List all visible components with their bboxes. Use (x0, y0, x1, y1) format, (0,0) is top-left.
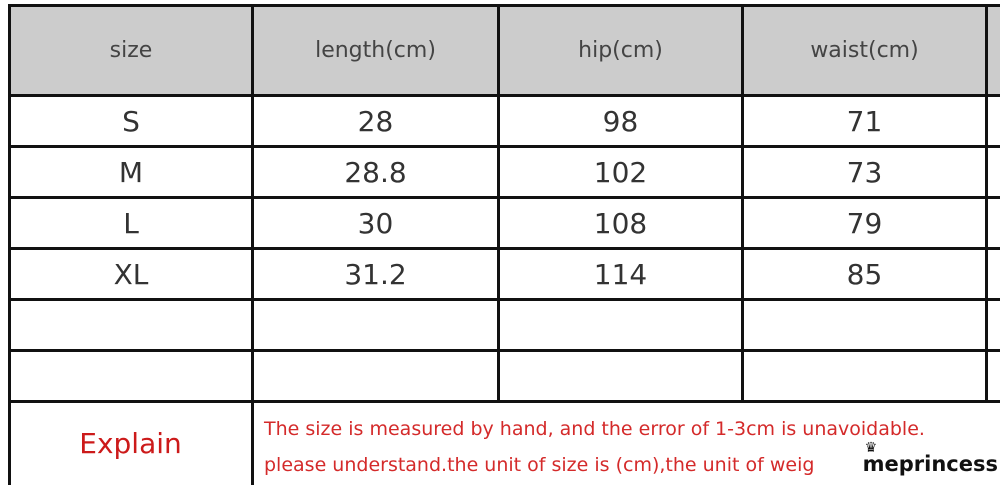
column-header: length(cm) (254, 7, 497, 94)
column-header-cut (988, 7, 1000, 94)
column-divider (251, 4, 254, 485)
table-cell: 85 (846, 257, 883, 291)
row-divider (8, 196, 1000, 199)
column-divider (741, 4, 744, 400)
table-cell: M (118, 155, 144, 189)
table-cell: 71 (846, 104, 883, 138)
table-cell: XL (113, 257, 149, 291)
table-cell: 28 (357, 104, 394, 138)
table-cell: 108 (593, 206, 648, 240)
table-cell (500, 352, 741, 400)
table-cell: S (122, 104, 140, 138)
table-cell: 79 (846, 206, 883, 240)
explain-note-line-2: please understand.the unit of size is (c… (264, 454, 815, 476)
column-divider (497, 4, 500, 400)
column-divider (985, 4, 988, 400)
table-cell: 30 (357, 206, 394, 240)
column-header: size (11, 7, 251, 94)
table-cell (254, 301, 497, 349)
table-cell (11, 301, 251, 349)
table-cell (500, 301, 741, 349)
explain-label: Explain (79, 427, 182, 460)
table-cell: L (123, 206, 139, 240)
table-cell (744, 352, 985, 400)
column-header: waist(cm) (744, 7, 985, 94)
row-divider (8, 400, 1000, 403)
table-cell: 28.8 (344, 155, 407, 189)
row-divider (8, 298, 1000, 301)
column-header: hip(cm) (500, 7, 741, 94)
table-cell: 102 (593, 155, 648, 189)
table-cell (744, 301, 985, 349)
table-cell: 31.2 (344, 257, 407, 291)
watermark-logo: ♛ meprincess (862, 440, 998, 476)
table-cell: 114 (593, 257, 648, 291)
table-cell (254, 352, 497, 400)
table-cell (11, 352, 251, 400)
row-divider (8, 349, 1000, 352)
explain-note-line-1: The size is measured by hand, and the er… (264, 418, 925, 440)
table-cell: 73 (846, 155, 883, 189)
table-cell: 98 (602, 104, 639, 138)
row-divider (8, 4, 1000, 7)
row-divider (8, 94, 1000, 97)
crown-icon: ♛ (864, 440, 878, 456)
row-divider (8, 247, 1000, 250)
watermark-text: meprincess (862, 452, 998, 476)
row-divider (8, 145, 1000, 148)
column-divider (8, 4, 11, 485)
